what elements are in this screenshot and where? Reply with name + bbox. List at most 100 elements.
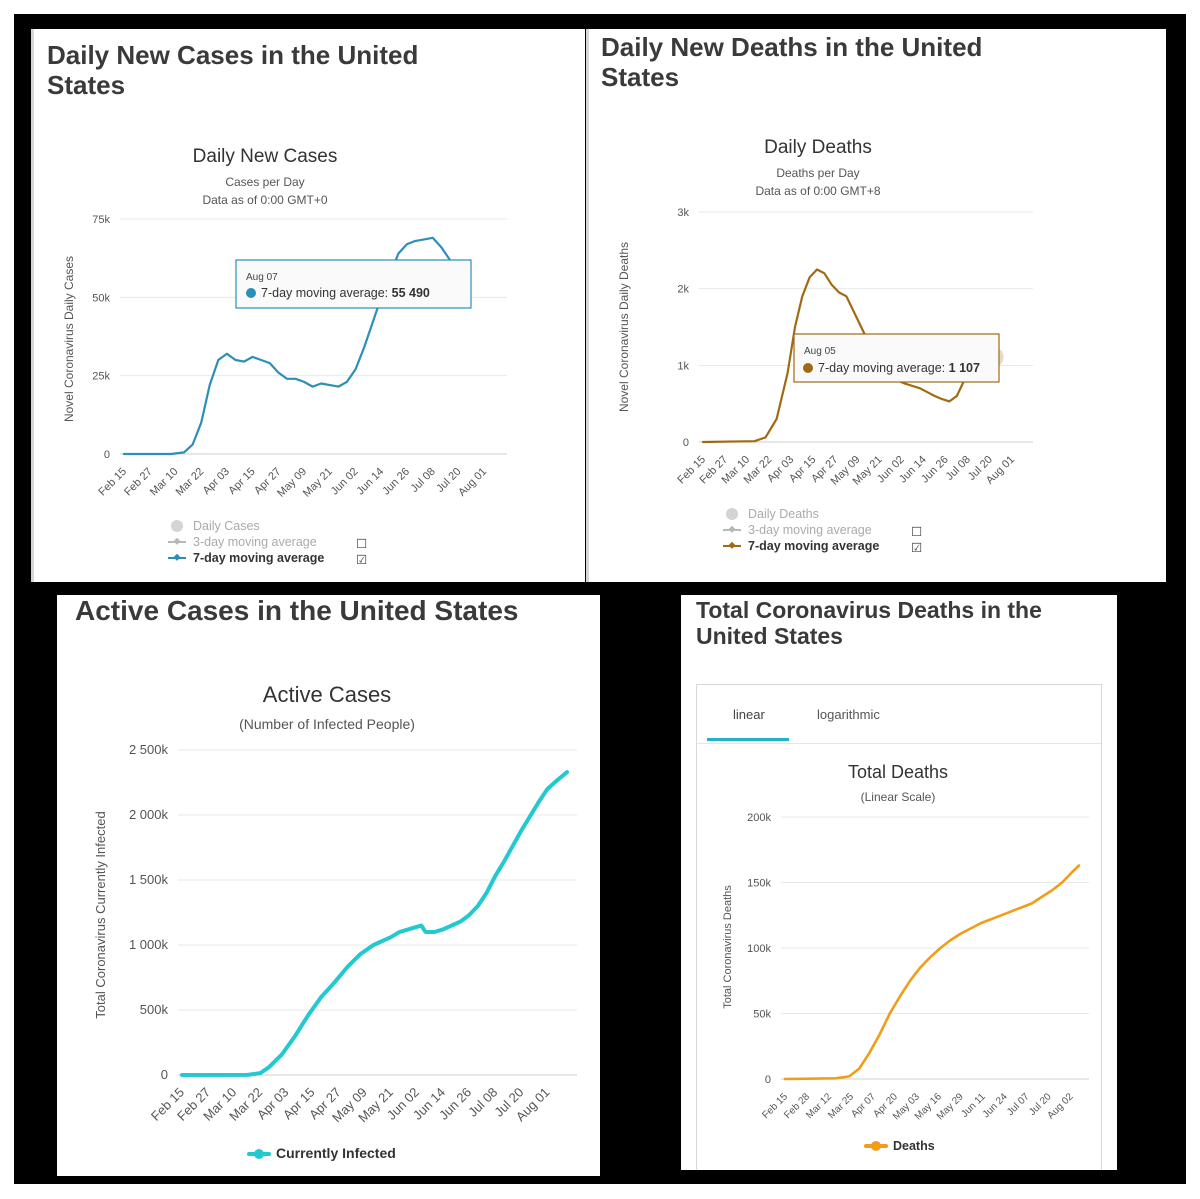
y-tick-label: 3k <box>677 207 689 219</box>
panel-daily-deaths: Daily New Deaths in the United States Da… <box>586 29 1166 582</box>
y-axis-label: Novel Coronavirus Daily Cases <box>62 256 76 422</box>
legend-symbol <box>726 508 738 520</box>
chart-daily-deaths: Daily Deaths Deaths per Day Data as of 0… <box>617 137 1033 555</box>
panel-edge <box>586 29 589 582</box>
y-tick-label: 0 <box>161 1067 168 1082</box>
legend: Currently Infected <box>247 1145 396 1161</box>
y-axis-label: Total Coronavirus Deaths <box>722 885 734 1009</box>
legend-label: Daily Cases <box>193 519 260 533</box>
legend-label: 3-day moving average <box>193 535 317 549</box>
legend-checkbox: ☐ <box>911 525 922 539</box>
tab-linear[interactable]: linear <box>733 707 765 722</box>
y-tick-label: 75k <box>92 214 110 226</box>
y-tick-label: 200k <box>747 812 771 824</box>
y-tick-label: 150k <box>747 878 771 890</box>
x-tick-label: Apr 03 <box>201 466 232 497</box>
x-tick-label: Jul 08 <box>409 466 438 495</box>
y-tick-label: 100k <box>747 943 771 955</box>
panel-daily-cases: Daily New Cases in the United States Dai… <box>31 29 585 582</box>
tooltip-date: Aug 05 <box>804 346 836 357</box>
x-tick-label: Feb 27 <box>122 466 155 499</box>
series-line <box>783 864 1081 1081</box>
chart-title: Active Cases <box>263 682 391 707</box>
chart-title: Daily New Cases <box>193 146 338 167</box>
y-axis-label: Total Coronavirus Currently Infected <box>93 811 108 1018</box>
legend-label: 7-day moving average <box>748 539 879 553</box>
y-axis-label: Novel Coronavirus Daily Deaths <box>617 242 631 412</box>
panel-title: Daily New Deaths in the United States <box>601 32 983 92</box>
chart-daily-cases: Daily New Cases Cases per Day Data as of… <box>62 146 507 567</box>
series-line <box>122 236 460 456</box>
tab-active-underline <box>707 738 789 741</box>
legend-label: Currently Infected <box>276 1145 396 1161</box>
x-tick-label: Jun 24 <box>981 1091 1010 1120</box>
legend-checkbox: ☐ <box>356 537 367 551</box>
chart-subtitle-2: Data as of 0:00 GMT+0 <box>202 193 327 207</box>
chart-total-deaths: Total Deaths (Linear Scale) Total Corona… <box>722 762 1089 1153</box>
legend-label: 7-day moving average <box>193 551 324 565</box>
panel-title: Total Coronavirus Deaths in the United S… <box>696 597 1042 650</box>
y-tick-label: 2k <box>677 284 689 296</box>
legend-label: 3-day moving average <box>748 523 872 537</box>
x-tick-label: Mar 22 <box>174 466 207 499</box>
x-tick-label: Jul 07 <box>1005 1091 1032 1118</box>
legend: Daily Cases 3-day moving average ☐ 7-day mo… <box>168 519 367 567</box>
legend-label: Daily Deaths <box>748 507 819 521</box>
tooltip: Aug 07 7-day moving average: 55 490 <box>235 259 472 309</box>
chart-subtitle-2: Data as of 0:00 GMT+8 <box>755 184 880 198</box>
x-tick-label: Jun 02 <box>329 466 361 498</box>
chart-title: Total Deaths <box>848 762 948 782</box>
panel-total-deaths: Total Coronavirus Deaths in the United S… <box>681 595 1117 1170</box>
series-line <box>180 770 569 1077</box>
y-tick-label: 2 500k <box>129 742 169 757</box>
tooltip-date: Aug 07 <box>246 272 278 283</box>
chart-subtitle: (Number of Infected People) <box>239 716 415 732</box>
tooltip-box <box>235 259 472 309</box>
x-tick-label: Jul 08 <box>465 1085 500 1120</box>
legend-marker <box>728 541 736 549</box>
y-tick-label: 25k <box>92 371 110 383</box>
legend-marker <box>254 1149 264 1159</box>
legend-label: Deaths <box>893 1139 935 1153</box>
legend-marker <box>871 1141 881 1151</box>
legend-checkbox: ☑ <box>911 541 922 555</box>
legend: Deaths <box>864 1139 935 1153</box>
x-tick-label: Feb 15 <box>96 466 129 499</box>
y-tick-label: 50k <box>753 1009 771 1021</box>
legend-marker <box>173 553 181 561</box>
x-tick-label: Jun 14 <box>355 466 387 498</box>
panel-title: Active Cases in the United States <box>75 595 519 626</box>
y-tick-label: 50k <box>92 292 110 304</box>
chart-active-cases: Active Cases (Number of Infected People)… <box>93 682 577 1161</box>
legend-symbol <box>171 520 183 532</box>
tooltip-label: 7-day moving average: 55 490 <box>261 286 430 300</box>
tooltip-marker <box>803 363 813 373</box>
chart-subtitle: Deaths per Day <box>776 166 859 180</box>
x-tick-label: Jun 26 <box>380 466 412 498</box>
tooltip-box <box>793 333 1000 383</box>
chart-subtitle: Cases per Day <box>225 175 304 189</box>
y-tick-label: 0 <box>765 1074 771 1086</box>
legend-checkbox: ☑ <box>356 553 367 567</box>
tooltip: Aug 05 7-day moving average: 1 107 <box>793 333 1000 383</box>
y-tick-label: 0 <box>683 437 689 449</box>
panel-edge <box>31 29 34 582</box>
x-tick-label: Mar 10 <box>148 466 181 499</box>
y-tick-label: 0 <box>104 449 110 461</box>
legend-marker <box>173 537 181 545</box>
chart-title: Daily Deaths <box>764 137 872 158</box>
y-tick-label: 1k <box>677 360 689 372</box>
legend-marker <box>728 525 736 533</box>
x-tick-label: Apr 15 <box>226 466 257 497</box>
x-tick-label: Aug 01 <box>456 466 489 499</box>
y-tick-label: 500k <box>140 1002 169 1017</box>
tab-logarithmic[interactable]: logarithmic <box>817 707 880 722</box>
y-tick-label: 1 500k <box>129 872 169 887</box>
x-tick-label: Mar 25 <box>826 1091 856 1121</box>
y-tick-label: 2 000k <box>129 807 169 822</box>
scale-tabs: linear logarithmic <box>697 685 1101 744</box>
tooltip-label: 7-day moving average: 1 107 <box>818 361 980 375</box>
chart-subtitle: (Linear Scale) <box>861 790 936 804</box>
legend: Daily Deaths 3-day moving average ☐ 7-day m… <box>723 507 922 555</box>
panel-active-cases: Active Cases in the United States Active… <box>57 595 600 1176</box>
